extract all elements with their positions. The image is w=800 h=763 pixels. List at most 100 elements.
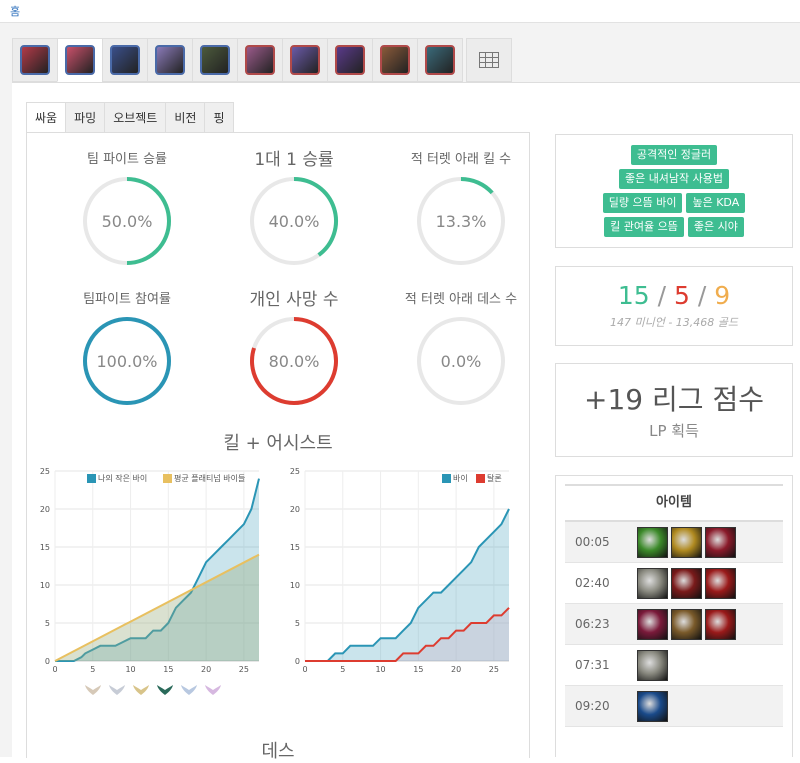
grid-icon — [479, 52, 499, 68]
achievement-badge: 킬 관여율 으뜸 — [604, 217, 684, 237]
champion-tab[interactable] — [372, 38, 418, 82]
item-icon[interactable] — [637, 526, 668, 558]
kills-assists-title: 킬 + 어시스트 — [223, 433, 333, 454]
item-icon[interactable] — [705, 567, 736, 599]
badge-row: 공격적인 정글러 — [556, 145, 792, 165]
item-icon[interactable] — [637, 690, 668, 722]
y-tick-label: 0 — [295, 657, 300, 666]
achievement-badge: 딜량 으뜸 바이 — [602, 193, 683, 213]
progress-ring: 0.0% — [417, 317, 505, 405]
champion-portrait-icon — [245, 45, 275, 75]
x-tick-label: 15 — [413, 665, 423, 674]
series-area — [55, 478, 259, 661]
rank-wings-icon — [132, 682, 150, 696]
legend-swatch — [163, 474, 172, 483]
champion-portrait-icon — [20, 45, 50, 75]
stat-circle: 적 터렛 아래 데스 수 0.0% — [386, 289, 536, 407]
legend-label: 바이 — [453, 473, 468, 483]
item-icon[interactable] — [637, 567, 668, 599]
stat-circle: 팀 파이트 승률 50.0% — [52, 149, 202, 267]
champion-portrait-icon — [200, 45, 230, 75]
stat-circle: 개인 사망 수 80.0% — [219, 289, 369, 407]
item-icon[interactable] — [671, 608, 702, 640]
x-tick-label: 0 — [52, 665, 57, 674]
home-link[interactable]: 홈 — [10, 5, 21, 18]
stat-value: 80.0% — [269, 352, 320, 371]
rank-wings-icon — [204, 682, 222, 696]
badge-row: 좋은 내셔남작 사용법 — [556, 169, 792, 189]
lp-gain-value: +19 리그 점수 — [584, 383, 764, 416]
items-header: 아이템 — [565, 484, 783, 522]
y-tick-label: 20 — [40, 505, 50, 514]
item-icon[interactable] — [705, 526, 736, 558]
stat-value: 0.0% — [441, 352, 482, 371]
legend-label: 평균 플래티넘 바이들 — [174, 473, 245, 483]
x-tick-label: 10 — [125, 665, 135, 674]
y-tick-label: 10 — [40, 581, 50, 590]
top-bar: 홈 — [0, 0, 800, 23]
tab-2[interactable]: 오브젝트 — [104, 102, 167, 134]
rank-wings-icon — [84, 682, 102, 696]
tab-0[interactable]: 싸움 — [26, 102, 67, 134]
progress-ring: 50.0% — [83, 177, 171, 265]
champion-portrait-icon — [425, 45, 455, 75]
champion-tab-bar — [12, 38, 512, 82]
progress-ring: 40.0% — [250, 177, 338, 265]
champion-tab[interactable] — [192, 38, 238, 82]
x-tick-label: 0 — [302, 665, 307, 674]
champion-tab[interactable] — [327, 38, 373, 82]
tab-1[interactable]: 파밍 — [65, 102, 106, 134]
lp-gain-label: LP 획득 — [649, 422, 699, 440]
y-tick-label: 15 — [40, 543, 50, 552]
y-tick-label: 10 — [290, 581, 300, 590]
series-area — [305, 509, 509, 661]
item-time: 00:05 — [575, 535, 610, 549]
y-tick-label: 0 — [45, 657, 50, 666]
grid-view-button[interactable] — [466, 38, 512, 82]
champion-tab[interactable] — [237, 38, 283, 82]
badge-row: 킬 관여율 으뜸 좋은 시야 — [556, 217, 792, 237]
item-icon[interactable] — [671, 567, 702, 599]
tab-3[interactable]: 비전 — [165, 102, 206, 134]
x-tick-label: 20 — [201, 665, 211, 674]
series-line — [305, 607, 510, 662]
rank-wings-icon — [156, 682, 174, 696]
series-line — [54, 553, 260, 662]
stat-tabs: 싸움 파밍 오브젝트 비전 핑 — [26, 102, 234, 134]
champion-tab[interactable] — [12, 38, 58, 82]
item-time: 07:31 — [575, 658, 610, 672]
y-tick-label: 5 — [295, 619, 300, 628]
stat-circle: 팀파이트 참여률 100.0% — [52, 289, 202, 407]
stat-label: 팀파이트 참여률 — [83, 292, 171, 307]
achievement-badges: 공격적인 정글러 좋은 내셔남작 사용법 딜량 으뜸 바이 높은 KDA 킬 관여율 으… — [555, 134, 793, 248]
item-icon[interactable] — [637, 608, 668, 640]
series-line — [55, 478, 260, 662]
stat-value: 40.0% — [269, 212, 320, 231]
item-icon[interactable] — [705, 608, 736, 640]
champion-tab[interactable] — [417, 38, 463, 82]
x-tick-label: 25 — [239, 665, 249, 674]
stat-value: 50.0% — [102, 212, 153, 231]
item-time: 09:20 — [575, 699, 610, 713]
kda-separator: / — [649, 281, 674, 310]
item-icon[interactable] — [637, 649, 668, 681]
assists-count: 9 — [714, 281, 731, 310]
champion-tab[interactable] — [102, 38, 148, 82]
progress-ring: 13.3% — [417, 177, 505, 265]
stat-label: 팀 파이트 승률 — [86, 152, 168, 167]
tab-4[interactable]: 핑 — [204, 102, 234, 134]
champion-tab[interactable] — [147, 38, 193, 82]
champion-tab[interactable] — [57, 38, 103, 82]
champion-portrait-icon — [380, 45, 410, 75]
y-tick-label: 25 — [40, 467, 50, 476]
fight-stats-panel: 팀 파이트 승률 50.0% 1대 1 승률 40.0% 적 터렛 아래 킬 수 13.3… — [26, 132, 530, 762]
kills-chart-mine-vs-average: 0 5 10 15 20 25 0 5 10 15 20 25 평균 플래티넘 바이들 나의 작은 바이 — [40, 467, 260, 674]
stat-circle: 1대 1 승률 40.0% — [219, 149, 369, 267]
item-icon[interactable] — [671, 526, 702, 558]
kills-chart-vs-opponent: 0 5 10 15 20 25 0 5 10 15 20 25 탈론 바이 — [290, 467, 510, 674]
item-icons — [637, 567, 736, 599]
champion-tab[interactable] — [282, 38, 328, 82]
legend-swatch — [87, 474, 96, 483]
legend-swatch — [442, 474, 451, 483]
item-time: 02:40 — [575, 576, 610, 590]
